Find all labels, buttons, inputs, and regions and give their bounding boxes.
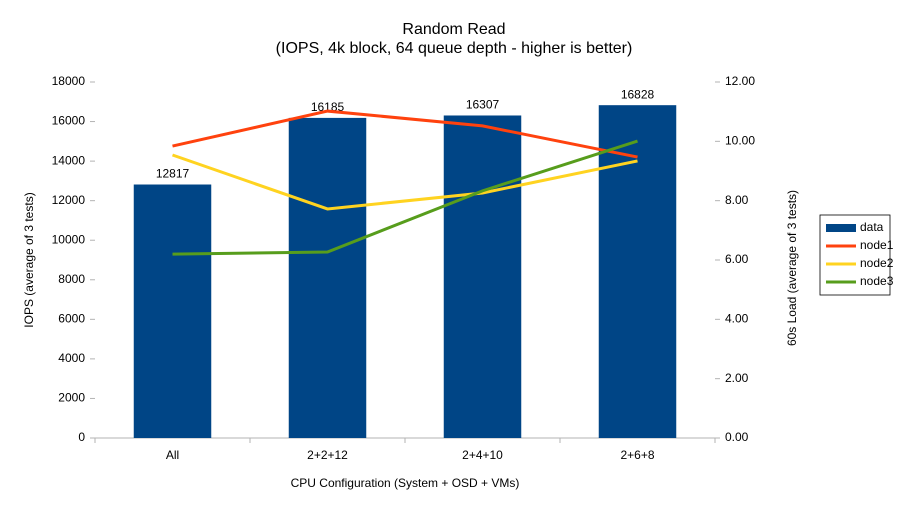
legend-label: node3	[860, 274, 894, 288]
bar	[598, 105, 677, 438]
data-label: 16307	[466, 98, 500, 112]
x-axis-label: CPU Configuration (System + OSD + VMs)	[291, 476, 520, 490]
y-tick-label: 2000	[58, 391, 85, 405]
y-tick-label: 16000	[52, 114, 86, 128]
y2-tick-label: 2.00	[725, 371, 749, 385]
y-tick-label: 0	[78, 430, 85, 444]
chart-title: Random Read	[402, 21, 505, 38]
bar	[133, 184, 212, 438]
chart-subtitle: (IOPS, 4k block, 64 queue depth - higher…	[276, 40, 633, 57]
bar	[288, 117, 367, 438]
y-tick-label: 18000	[52, 74, 86, 88]
line-series	[172, 109, 638, 159]
y-tick-label: 10000	[52, 232, 86, 246]
y-tick-label: 4000	[58, 351, 85, 365]
line-series	[172, 153, 638, 211]
y-tick-label: 12000	[52, 193, 86, 207]
x-tick-label: 2+6+8	[620, 448, 654, 462]
y-tick-label: 8000	[58, 272, 85, 286]
y2-tick-label: 0.00	[725, 430, 749, 444]
y-tick-label: 6000	[58, 312, 85, 326]
data-label: 12817	[156, 167, 190, 181]
legend-label: data	[860, 220, 884, 234]
y-tick-label: 14000	[52, 153, 86, 167]
x-tick-label: 2+4+10	[462, 448, 503, 462]
line-series	[172, 139, 638, 256]
y2-tick-label: 6.00	[725, 252, 749, 266]
y2-tick-label: 8.00	[725, 193, 749, 207]
y2-tick-label: 4.00	[725, 312, 749, 326]
legend-label: node1	[860, 238, 894, 252]
bar	[443, 115, 522, 439]
data-label: 16828	[621, 87, 655, 101]
x-tick-label: All	[166, 448, 179, 462]
y2-axis-label: 60s Load (average of 3 tests)	[785, 190, 799, 346]
x-tick-label: 2+2+12	[307, 448, 348, 462]
legend-swatch	[826, 224, 856, 232]
y2-tick-label: 10.00	[725, 134, 755, 148]
legend-label: node2	[860, 256, 894, 270]
y2-tick-label: 12.00	[725, 74, 755, 88]
y-axis-label: IOPS (average of 3 tests)	[22, 192, 36, 327]
